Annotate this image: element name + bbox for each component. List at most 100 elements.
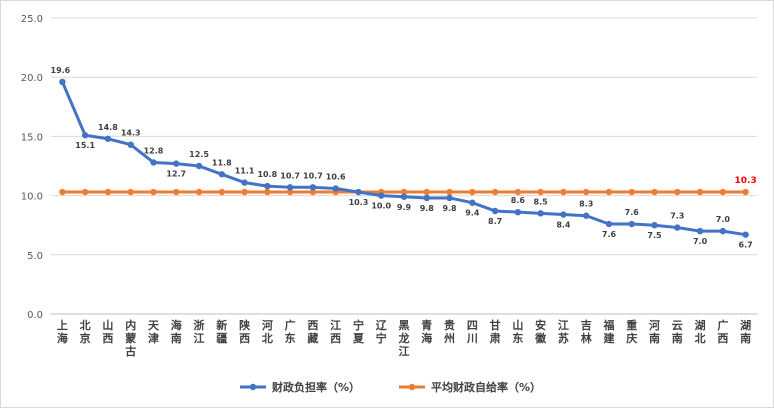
x-tick-label: 北京	[80, 318, 91, 345]
x-tick-label: 贵州	[443, 318, 455, 345]
data-point	[582, 212, 590, 219]
data-point	[719, 227, 727, 235]
data-point	[423, 194, 430, 202]
data-point	[696, 188, 704, 196]
y-tick-label: 20.0	[21, 73, 43, 84]
x-tick-label: 山东	[512, 318, 523, 345]
data-point	[696, 227, 704, 235]
data-point	[286, 184, 294, 191]
data-label: 9.9	[397, 203, 412, 212]
x-tick-label: 黑龙江	[398, 319, 410, 358]
data-label: 10.0	[371, 202, 391, 211]
data-point	[674, 224, 681, 231]
data-label: 9.8	[420, 204, 435, 213]
x-tick-label: 浙江	[194, 318, 205, 345]
data-label: 8.4	[556, 221, 571, 230]
x-tick-label: 重庆	[625, 318, 637, 345]
x-tick-label: 新疆	[216, 318, 227, 345]
data-point	[742, 188, 749, 196]
x-tick-label: 湖南	[740, 318, 751, 345]
data-point	[309, 188, 317, 196]
x-tick-label: 陕西	[239, 318, 250, 345]
y-tick-label: 10.0	[21, 192, 43, 203]
data-label: 19.6	[51, 66, 71, 75]
data-point	[491, 188, 499, 196]
data-point	[674, 188, 681, 196]
data-label: 10.7	[303, 171, 323, 180]
legend-label: 平均财政自给率（%）	[431, 380, 541, 394]
y-tick-label: 25.0	[21, 14, 43, 25]
gridlines	[51, 17, 757, 315]
data-point	[241, 179, 248, 186]
data-label: 10.6	[326, 172, 346, 181]
data-label: 11.1	[235, 167, 255, 176]
data-point	[309, 184, 317, 191]
y-axis: 0.0 5.0 10.0 15.0 20.0 25.0	[21, 14, 43, 321]
data-label: 10.8	[257, 170, 277, 179]
data-label: 7.3	[670, 212, 684, 221]
data-point	[537, 188, 544, 196]
data-point	[378, 192, 385, 199]
data-point	[218, 171, 226, 178]
data-label: 14.8	[98, 123, 118, 132]
data-label: 10.7	[280, 171, 300, 180]
data-label: 7.0	[716, 215, 731, 224]
data-point	[127, 188, 134, 196]
x-tick-label: 安徽	[534, 318, 547, 345]
data-point	[400, 193, 408, 200]
data-label: 7.0	[693, 237, 708, 246]
data-point	[423, 188, 430, 196]
data-label: 7.6	[602, 230, 617, 239]
data-label: 8.5	[534, 197, 549, 206]
data-point	[560, 211, 567, 218]
legend-label: 财政负担率（%）	[271, 380, 360, 394]
data-point	[651, 222, 658, 229]
x-tick-label: 江苏	[558, 318, 569, 345]
data-label: 12.5	[189, 150, 209, 159]
x-tick-label: 吉林	[581, 318, 592, 345]
data-point	[173, 160, 180, 167]
x-tick-label: 广西	[717, 318, 728, 345]
data-label: 9.4	[465, 209, 480, 218]
data-label: 8.3	[579, 200, 593, 209]
data-point	[446, 194, 453, 202]
x-tick-label: 青海	[421, 318, 432, 345]
legend: 财政负担率（%） 平均财政自给率（%）	[240, 380, 541, 394]
data-label: 11.8	[212, 158, 232, 167]
data-point	[173, 188, 180, 196]
x-tick-label: 湖北	[695, 318, 706, 345]
data-point	[81, 132, 89, 139]
data-point	[605, 188, 613, 196]
data-point	[719, 188, 727, 196]
x-tick-label: 江西	[330, 318, 341, 345]
x-tick-label: 辽宁	[376, 319, 388, 345]
data-point	[469, 199, 476, 206]
data-point	[628, 220, 635, 228]
data-point	[195, 188, 203, 196]
data-label: 7.5	[647, 231, 662, 240]
data-label: 8.7	[488, 217, 502, 226]
data-point	[446, 188, 453, 196]
data-point	[195, 162, 203, 170]
x-tick-label: 福建	[602, 318, 615, 345]
data-label: 7.6	[625, 208, 640, 217]
data-label: 12.7	[166, 170, 186, 179]
x-tick-label: 云南	[672, 319, 683, 345]
x-tick-label: 天津	[148, 319, 160, 345]
series-points	[59, 78, 749, 238]
x-tick-label: 海南	[171, 318, 182, 345]
data-label: 10.3	[349, 198, 369, 207]
data-point	[332, 185, 339, 192]
data-point	[264, 188, 271, 196]
data-point	[560, 188, 567, 196]
data-point	[218, 188, 226, 196]
x-tick-label: 广东	[285, 318, 296, 345]
data-point	[582, 188, 590, 196]
data-point	[81, 188, 89, 196]
x-tick-label: 四川	[466, 319, 478, 345]
data-point	[127, 141, 134, 148]
data-point	[491, 207, 499, 215]
x-tick-label: 河南	[649, 318, 660, 345]
